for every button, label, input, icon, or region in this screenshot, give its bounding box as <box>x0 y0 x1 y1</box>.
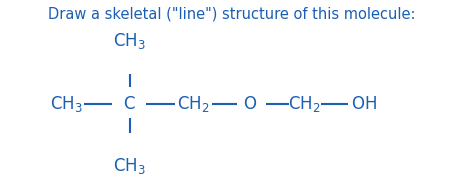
Text: $\mathregular{CH_2}$: $\mathregular{CH_2}$ <box>177 93 209 114</box>
Text: $\mathregular{CH_3}$: $\mathregular{CH_3}$ <box>50 93 82 114</box>
Text: $\mathregular{CH_3}$: $\mathregular{CH_3}$ <box>113 31 146 51</box>
Text: $\mathregular{O}$: $\mathregular{O}$ <box>243 95 257 112</box>
Text: $\mathregular{C}$: $\mathregular{C}$ <box>123 95 136 112</box>
Text: Draw a skeletal ("line") structure of this molecule:: Draw a skeletal ("line") structure of th… <box>48 6 415 21</box>
Text: $\mathregular{CH_3}$: $\mathregular{CH_3}$ <box>113 156 146 176</box>
Text: $\mathregular{CH_2}$: $\mathregular{CH_2}$ <box>288 93 320 114</box>
Text: $\mathregular{OH}$: $\mathregular{OH}$ <box>350 95 376 112</box>
